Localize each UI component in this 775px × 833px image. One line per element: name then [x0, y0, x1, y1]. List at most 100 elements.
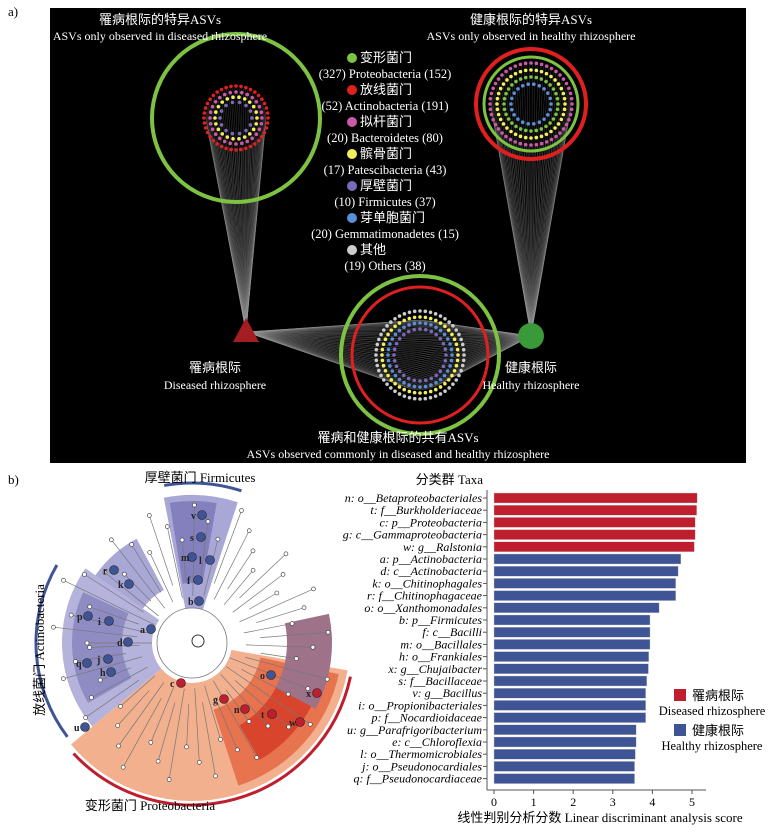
- legend-label-cn: 其他: [360, 242, 386, 257]
- asv-dot: [556, 107, 560, 111]
- biomarker-node: [83, 659, 92, 668]
- tree-leaf-node: [286, 692, 290, 696]
- clade-letter: o: [260, 671, 265, 682]
- asv-dot: [509, 138, 513, 142]
- asv-dot: [260, 135, 264, 139]
- asv-dot: [535, 136, 539, 140]
- asv-dot: [490, 92, 494, 96]
- clade-letter: m: [181, 553, 190, 564]
- asv-dot: [390, 337, 394, 341]
- biomarker-node: [267, 671, 276, 680]
- tree-leaf-node: [84, 716, 88, 720]
- asv-dot: [562, 127, 566, 131]
- asv-dot: [260, 116, 264, 120]
- asv-dot: [447, 386, 451, 390]
- biomarker-node: [194, 576, 203, 585]
- shared-title-cn: 罹病和健康根际的共有ASVs: [317, 430, 478, 445]
- asv-dot: [447, 320, 451, 324]
- asv-dot: [519, 127, 523, 131]
- asv-dot: [248, 100, 252, 104]
- clade-letter: j: [96, 655, 100, 666]
- clade-letter: n: [234, 705, 240, 716]
- asv-dot: [389, 320, 393, 324]
- bar-healthy: [494, 627, 650, 637]
- asv-dot: [208, 135, 212, 139]
- asv-dot: [413, 310, 417, 314]
- tree-leaf-node: [206, 520, 210, 524]
- tree-leaf-node: [61, 677, 65, 681]
- asv-dot: [203, 111, 207, 115]
- legend-label-en: (17) Patescibacteria (43): [324, 163, 447, 177]
- asv-dot: [245, 140, 249, 144]
- tree-leaf-node: [308, 722, 312, 726]
- legend-healthy-en: Healthy rhizosphere: [661, 739, 762, 753]
- bar-diseased: [494, 493, 697, 503]
- asv-dot: [398, 378, 402, 382]
- asv-dot: [519, 63, 523, 67]
- asv-dot: [514, 140, 518, 144]
- legend-dot: [347, 149, 357, 159]
- asv-dot: [429, 323, 433, 327]
- asv-dot: [553, 78, 557, 82]
- asv-dot: [529, 75, 533, 79]
- asv-dot: [563, 97, 567, 101]
- asv-dot: [516, 117, 520, 121]
- asv-dot: [418, 309, 422, 313]
- diseased-specific-title-en: ASVs only observed in diseased rhizosphe…: [53, 29, 267, 43]
- asv-dot: [446, 369, 450, 373]
- asv-dot: [385, 324, 389, 328]
- asv-dot: [407, 317, 411, 321]
- tree-leaf-node: [185, 745, 189, 749]
- asv-dot: [439, 378, 443, 382]
- tree-leaf-node: [216, 537, 220, 541]
- asv-dot: [552, 117, 556, 121]
- panel-b-label: b): [8, 472, 19, 487]
- asv-dot: [570, 102, 574, 106]
- tree-leaf-node: [281, 572, 285, 576]
- asv-dot: [266, 121, 270, 125]
- asv-dot: [407, 330, 411, 334]
- asv-dot: [398, 329, 402, 333]
- biomarker-node: [81, 723, 90, 732]
- asv-dot: [393, 317, 397, 321]
- legend-label-cn: 芽单胞菌门: [360, 210, 425, 225]
- tree-leaf-node: [326, 630, 330, 634]
- asv-dot: [379, 333, 383, 337]
- asv-dot: [258, 105, 262, 109]
- asv-dot: [252, 105, 256, 109]
- tree-branch: [256, 608, 304, 623]
- asv-dot: [249, 145, 253, 149]
- asv-dot: [512, 91, 516, 95]
- tree-leaf-node: [148, 550, 152, 554]
- tree-leaf-node: [251, 568, 255, 572]
- biomarker-node: [107, 668, 116, 677]
- asv-dot: [459, 338, 463, 342]
- asv-dot: [225, 97, 229, 101]
- asv-dot: [224, 129, 228, 133]
- biomarker-node: [124, 638, 133, 647]
- asv-dot: [510, 83, 514, 87]
- asv-dot: [556, 97, 560, 101]
- asv-dot: [252, 128, 256, 132]
- asv-dot: [524, 76, 528, 80]
- tree-leaf-node: [88, 645, 92, 649]
- asv-dot: [217, 105, 221, 109]
- clade-letter: i: [98, 617, 101, 628]
- asv-dot: [418, 315, 422, 319]
- asv-dot: [238, 101, 242, 105]
- asv-dot: [562, 113, 566, 117]
- healthy-node-label-cn: 健康根际: [505, 360, 557, 375]
- asv-dot: [218, 116, 222, 120]
- asv-dot: [504, 135, 508, 139]
- asv-dot: [552, 87, 556, 91]
- biomarker-node: [206, 556, 215, 565]
- tree-leaf-node: [294, 657, 298, 661]
- asv-dot: [504, 92, 508, 96]
- asv-dot: [395, 342, 399, 346]
- asv-dot: [380, 353, 384, 357]
- tree-leaf-node: [290, 622, 294, 626]
- asv-dot: [434, 325, 438, 329]
- diseased-node-label-en: Diseased rhizosphere: [164, 378, 266, 392]
- asv-dot: [407, 323, 411, 327]
- asv-dot: [263, 131, 267, 135]
